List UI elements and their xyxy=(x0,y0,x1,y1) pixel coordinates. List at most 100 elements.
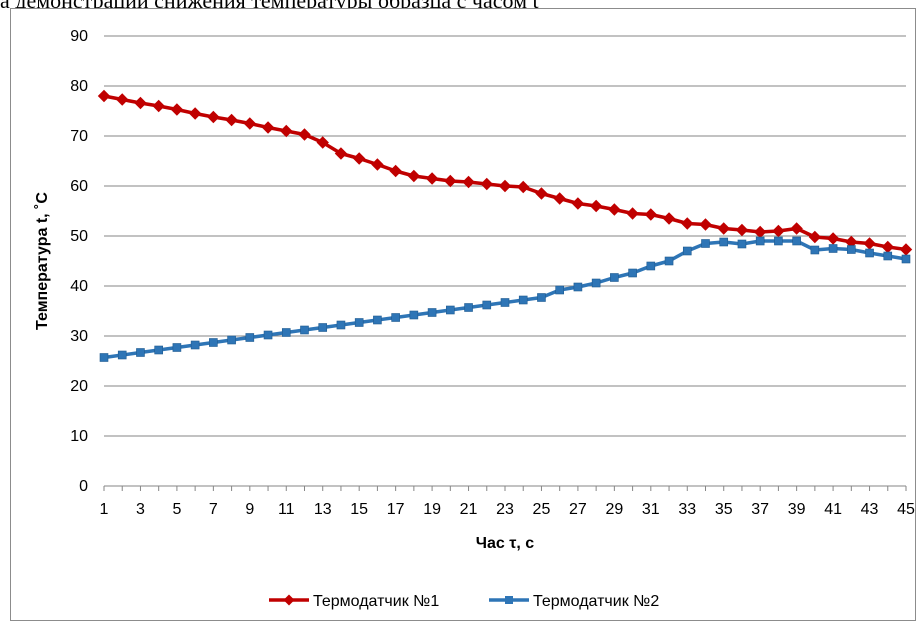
series-1 xyxy=(97,89,913,256)
series-2-point-7 xyxy=(209,338,218,347)
x-tick-label-1: 1 xyxy=(100,501,109,518)
series-2 xyxy=(99,236,911,362)
gridlines xyxy=(104,35,906,437)
series-1-point-34 xyxy=(699,218,712,231)
series-1-point-23 xyxy=(498,179,512,193)
series-1-line xyxy=(103,94,907,252)
series-1-point-20 xyxy=(444,174,457,188)
series-2-point-20 xyxy=(446,305,455,315)
y-tick-label-10: 10 xyxy=(70,428,88,445)
x-tick-label-45: 45 xyxy=(897,501,915,518)
series-2-point-24 xyxy=(518,295,528,305)
series-2-point-13 xyxy=(318,323,328,332)
series-1-point-9 xyxy=(243,117,257,130)
series-2-point-23 xyxy=(500,298,510,307)
series-2-point-5 xyxy=(172,343,182,352)
series-2-point-10 xyxy=(263,330,273,340)
legend-label-series-1: Термодатчик №1 xyxy=(313,593,439,610)
x-tick-label-15: 15 xyxy=(350,501,368,518)
series-1-point-26 xyxy=(553,192,566,205)
series-1-point-22 xyxy=(480,177,493,191)
series-2-point-37 xyxy=(755,236,765,246)
series-1-point-16 xyxy=(371,158,384,171)
series-2-point-16 xyxy=(373,315,382,325)
y-tick-label-20: 20 xyxy=(70,378,88,395)
legend-label-series-2: Термодатчик №2 xyxy=(533,593,659,610)
x-tick-label-11: 11 xyxy=(278,501,295,518)
series-2-point-9 xyxy=(245,333,255,342)
y-tick-label-80: 80 xyxy=(70,78,88,95)
series-2-point-2 xyxy=(117,350,127,360)
series-1-point-11 xyxy=(280,124,293,138)
legend-marker-series-2 xyxy=(505,596,513,604)
series-1-point-40 xyxy=(808,230,822,244)
series-1-point-14 xyxy=(334,147,348,160)
series-1-point-19 xyxy=(425,172,439,185)
series-2-point-35 xyxy=(719,237,729,247)
x-tick-label-29: 29 xyxy=(605,501,623,518)
x-tick-label-19: 19 xyxy=(423,501,441,518)
x-tick-label-3: 3 xyxy=(136,501,145,518)
series-2-point-40 xyxy=(810,245,820,255)
series-2-point-4 xyxy=(154,345,163,355)
series-2-point-33 xyxy=(682,246,692,256)
x-axis-title: Час τ, с xyxy=(476,535,535,552)
x-tick-label-25: 25 xyxy=(533,501,551,518)
series-2-point-36 xyxy=(737,239,747,249)
series-2-point-41 xyxy=(828,244,838,253)
series-1-point-6 xyxy=(188,107,202,120)
series-2-point-44 xyxy=(883,251,893,261)
series-1-point-12 xyxy=(298,128,311,141)
series-2-point-28 xyxy=(591,278,601,288)
x-tick-label-23: 23 xyxy=(496,501,514,518)
x-tick-label-31: 31 xyxy=(642,501,660,518)
x-tick-label-5: 5 xyxy=(172,501,181,518)
series-2-point-15 xyxy=(354,318,364,327)
series-1-point-8 xyxy=(225,113,238,127)
y-tick-label-90: 90 xyxy=(70,28,88,45)
series-1-point-27 xyxy=(571,197,585,210)
series-2-point-17 xyxy=(391,313,400,322)
series-1-point-28 xyxy=(589,199,603,213)
series-2-point-6 xyxy=(190,340,200,350)
legend: Термодатчик №1 Термодатчик №2 xyxy=(269,593,659,610)
x-tick-label-13: 13 xyxy=(314,501,332,518)
series-1-point-38 xyxy=(772,224,785,238)
x-tick-label-27: 27 xyxy=(569,501,587,518)
y-tick-label-40: 40 xyxy=(70,278,88,295)
series-2-point-14 xyxy=(336,320,346,330)
series-1-point-45 xyxy=(899,243,913,256)
series-2-point-45 xyxy=(901,254,911,264)
y-axis-title: Температура t, ˚С xyxy=(34,192,51,330)
series-2-point-3 xyxy=(136,348,145,357)
series-1-point-43 xyxy=(863,237,876,250)
series-1-point-41 xyxy=(826,232,840,245)
y-tick-label-60: 60 xyxy=(70,178,88,195)
series-2-point-30 xyxy=(628,268,637,278)
series-2-point-34 xyxy=(701,239,710,248)
series-2-point-21 xyxy=(464,303,473,312)
series-1-point-1 xyxy=(97,89,111,103)
series-2-point-19 xyxy=(427,308,437,317)
series-2-point-1 xyxy=(99,353,109,362)
series-1-point-5 xyxy=(170,103,184,116)
y-tick-label-0: 0 xyxy=(79,478,88,495)
series-1-point-36 xyxy=(735,223,749,237)
x-tick-label-37: 37 xyxy=(751,501,769,518)
series-2-point-8 xyxy=(227,335,236,345)
chart-area: 0 10 20 30 40 50 60 70 80 90 1 3 5 7 9 11 13 15 17 19 21 23 25… xyxy=(10,8,916,621)
series-2-point-43 xyxy=(865,248,874,258)
series-1-point-2 xyxy=(116,93,129,106)
series-1-point-31 xyxy=(644,208,658,221)
series-2-point-31 xyxy=(646,261,656,271)
series-1-point-30 xyxy=(626,207,639,220)
series-1-point-24 xyxy=(517,180,530,194)
x-tick-label-9: 9 xyxy=(245,501,254,518)
y-tick-label-30: 30 xyxy=(70,328,88,345)
x-tick-label-7: 7 xyxy=(209,501,218,518)
series-group xyxy=(97,89,913,362)
x-tick-label-39: 39 xyxy=(788,501,806,518)
series-1-point-10 xyxy=(261,121,275,134)
